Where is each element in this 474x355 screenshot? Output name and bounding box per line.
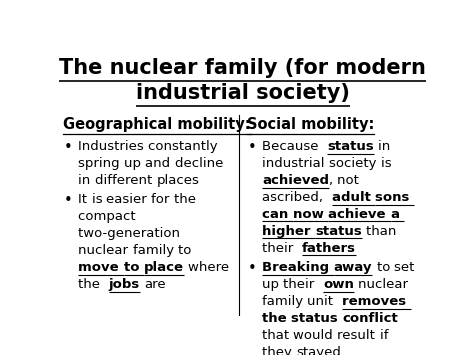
Text: conflict: conflict (343, 312, 399, 325)
Text: for: for (152, 193, 174, 206)
Text: compact: compact (78, 210, 140, 223)
Text: in: in (378, 140, 394, 153)
Text: to: to (376, 261, 394, 274)
Text: •: • (248, 261, 256, 276)
Text: would: would (293, 329, 337, 342)
Text: Social mobility:: Social mobility: (246, 118, 374, 132)
Text: set: set (394, 261, 419, 274)
Text: a: a (391, 208, 404, 221)
Text: up: up (262, 278, 283, 291)
Text: family: family (133, 244, 178, 257)
Text: result: result (337, 329, 380, 342)
Text: now: now (293, 208, 328, 221)
Text: ascribed,: ascribed, (262, 191, 327, 204)
Text: move: move (78, 261, 124, 274)
Text: decline: decline (175, 157, 228, 170)
Text: their: their (283, 278, 319, 291)
Text: Breaking: Breaking (262, 261, 334, 274)
Text: status: status (315, 225, 362, 237)
Text: are: are (145, 278, 166, 291)
Text: •: • (64, 193, 73, 208)
Text: two-generation: two-generation (78, 227, 184, 240)
Text: in: in (78, 174, 95, 187)
Text: industrial: industrial (262, 157, 329, 170)
Text: than: than (366, 225, 401, 237)
Text: adult: adult (331, 191, 375, 204)
Text: their: their (262, 241, 298, 255)
Text: removes: removes (342, 295, 410, 308)
Text: •: • (64, 140, 73, 155)
Text: Industries: Industries (78, 140, 148, 153)
Text: nuclear: nuclear (78, 244, 133, 257)
Text: the: the (262, 312, 292, 325)
Text: sons: sons (375, 191, 414, 204)
Text: to: to (124, 261, 144, 274)
Text: where: where (188, 261, 233, 274)
Text: is: is (91, 193, 107, 206)
Text: Because: Because (262, 140, 323, 153)
Text: spring: spring (78, 157, 124, 170)
Text: It: It (78, 193, 91, 206)
Text: nuclear: nuclear (358, 278, 412, 291)
Text: place: place (144, 261, 184, 274)
Text: the: the (174, 193, 201, 206)
Text: •: • (248, 140, 256, 155)
Text: easier: easier (107, 193, 152, 206)
Text: ,: , (329, 174, 337, 187)
Text: up: up (124, 157, 146, 170)
Text: places: places (156, 174, 199, 187)
Text: higher: higher (262, 225, 315, 237)
Text: can: can (262, 208, 293, 221)
Text: away: away (334, 261, 372, 274)
Text: stayed: stayed (296, 346, 341, 355)
Text: unit: unit (308, 295, 337, 308)
Text: status: status (327, 140, 374, 153)
Text: different: different (95, 174, 156, 187)
Text: family: family (262, 295, 308, 308)
Text: and: and (146, 157, 175, 170)
Text: to: to (178, 244, 196, 257)
Text: society: society (329, 157, 381, 170)
Text: fathers: fathers (302, 241, 356, 255)
Text: Geographical mobility:: Geographical mobility: (63, 118, 251, 132)
Text: they: they (262, 346, 296, 355)
Text: status: status (292, 312, 343, 325)
Text: jobs: jobs (109, 278, 140, 291)
Text: achieve: achieve (328, 208, 391, 221)
Text: constantly: constantly (148, 140, 222, 153)
Text: the: the (78, 278, 105, 291)
Text: if: if (380, 329, 392, 342)
Text: industrial society): industrial society) (136, 83, 350, 103)
Text: own: own (323, 278, 354, 291)
Text: that: that (262, 329, 293, 342)
Text: is: is (381, 157, 395, 170)
Text: achieved: achieved (262, 174, 329, 187)
Text: The nuclear family (for modern: The nuclear family (for modern (60, 58, 426, 78)
Text: not: not (337, 174, 364, 187)
